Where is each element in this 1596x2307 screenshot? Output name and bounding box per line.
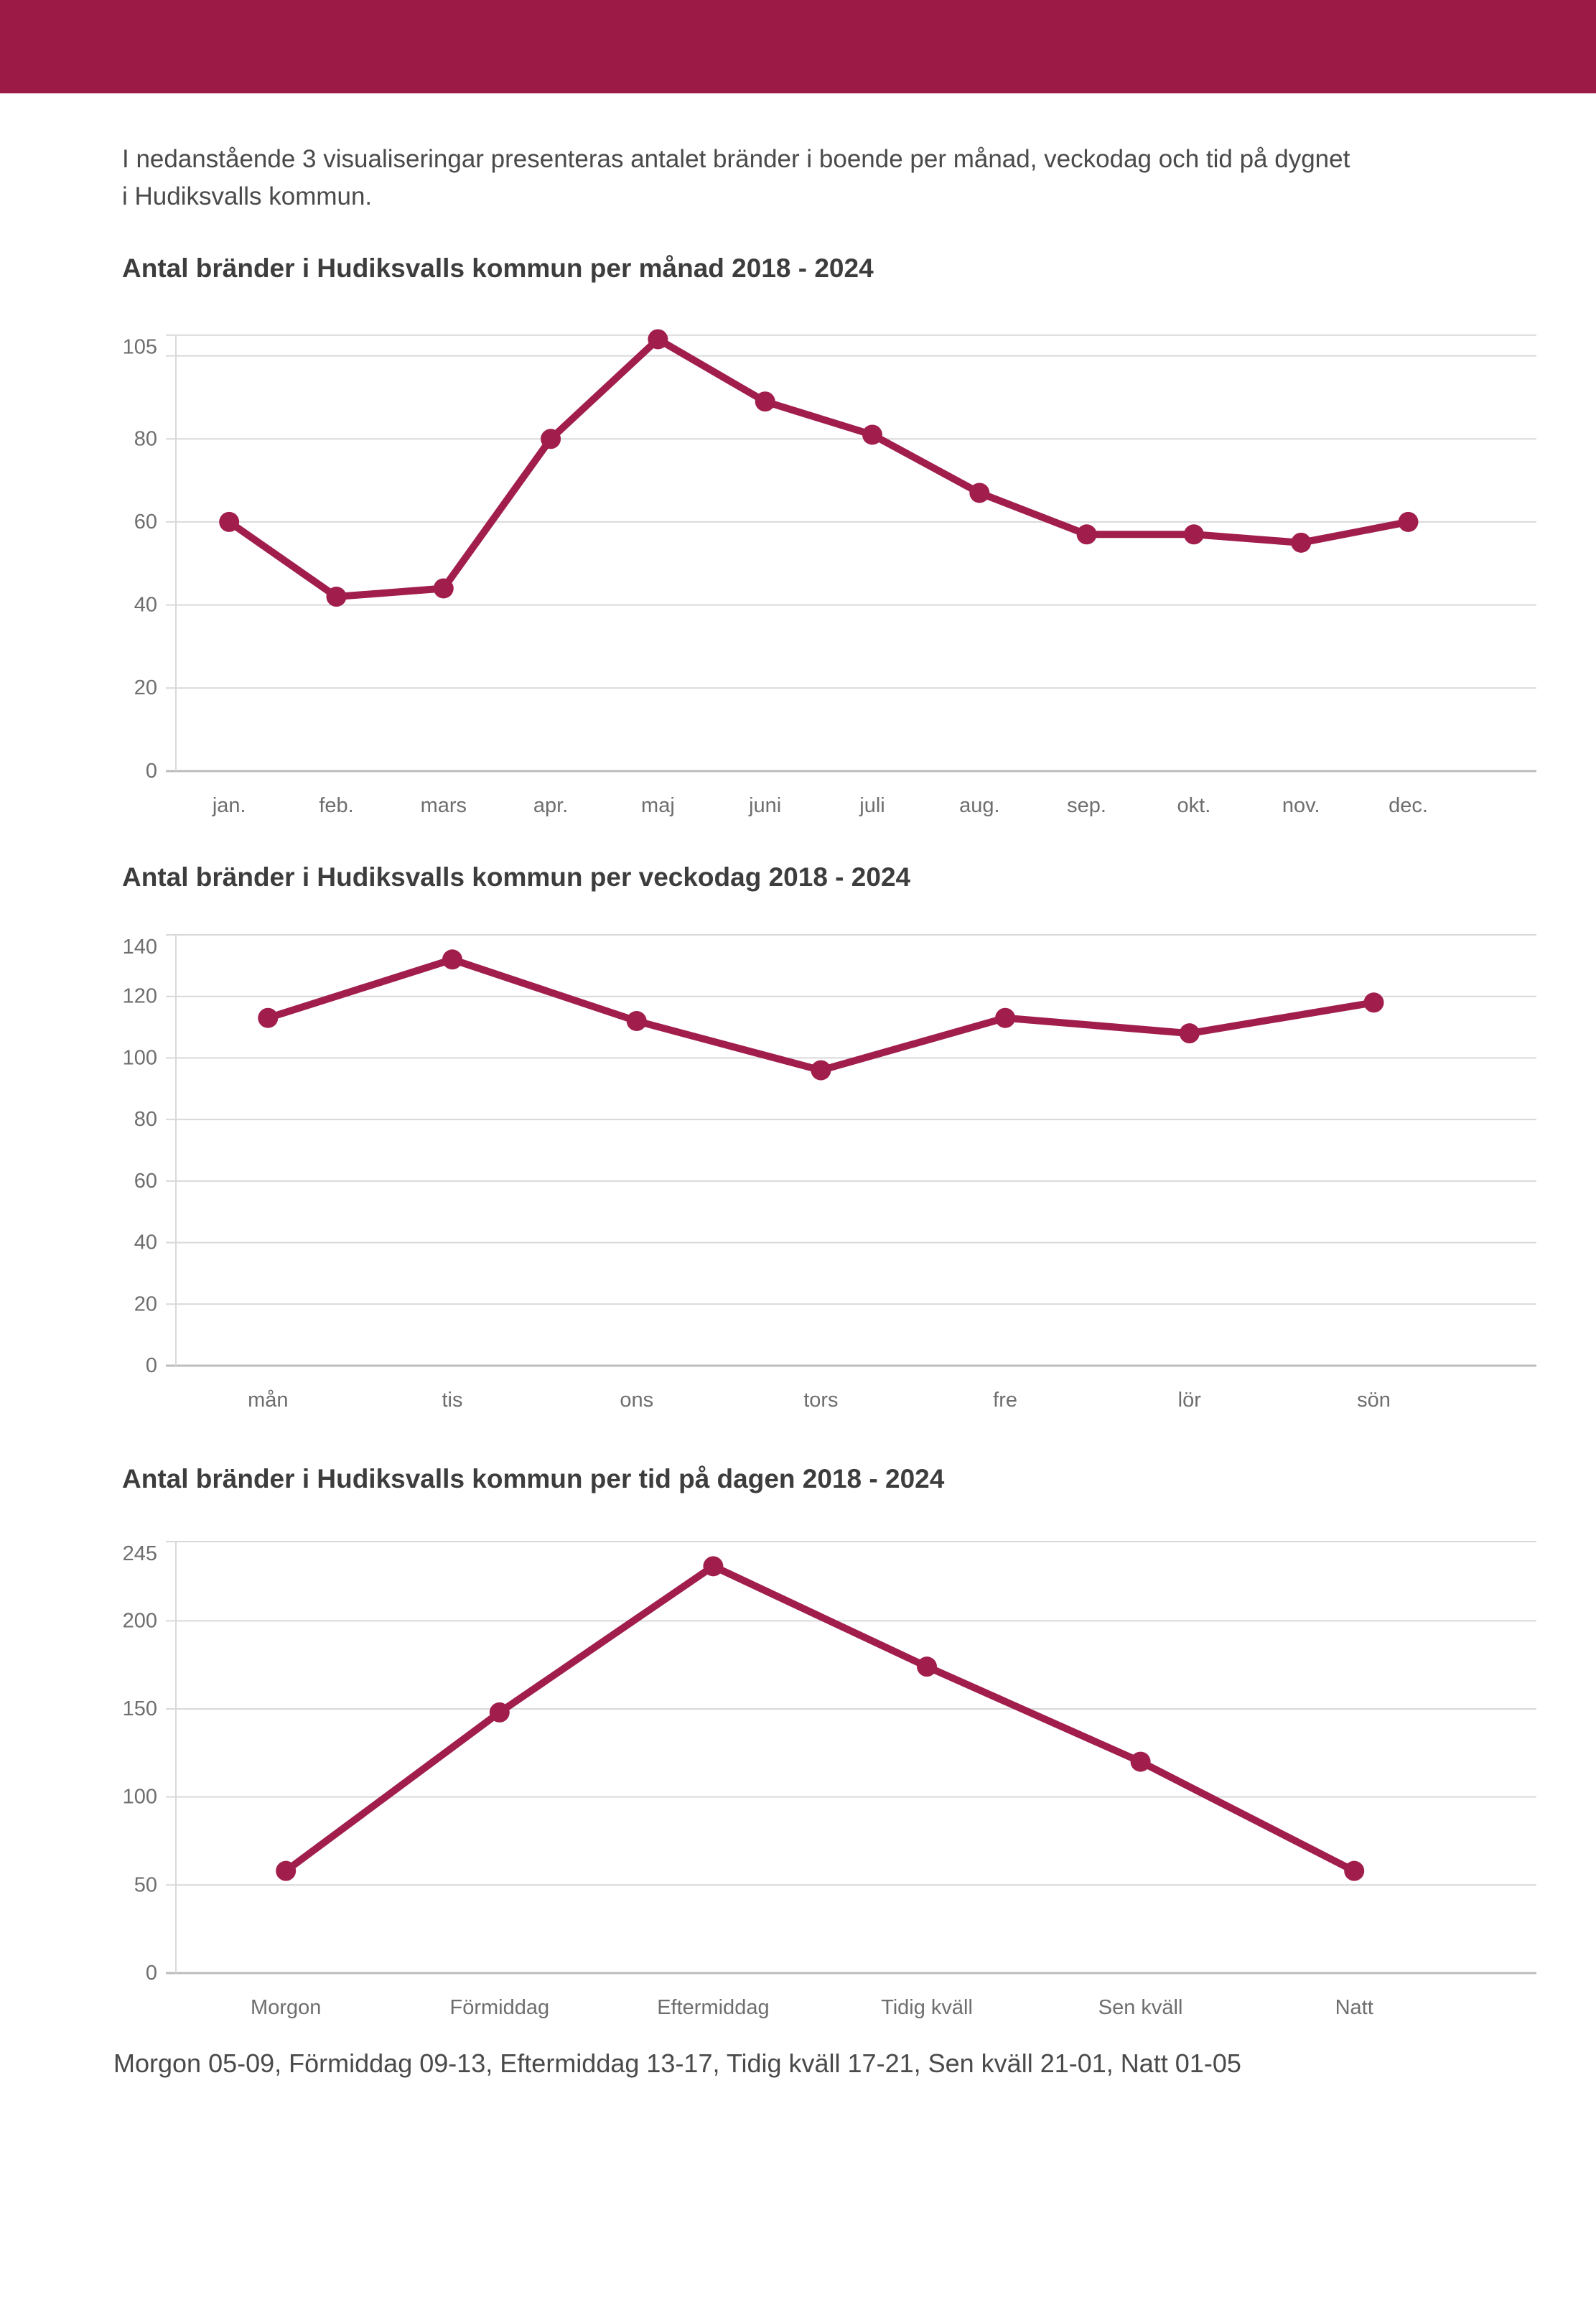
data-point — [1291, 532, 1312, 553]
x-tick-label: aug. — [959, 794, 999, 817]
x-tick-label: fre — [993, 1389, 1017, 1412]
data-point — [442, 949, 462, 970]
data-point — [626, 1011, 647, 1031]
chart-fires-per-time-of-day: 0 50 100 150 200 245 Morgon Förmiddag Eftermidda… — [108, 1522, 1551, 2032]
x-tick-label: Sen kväll — [1098, 1996, 1183, 2019]
x-tick-label: Tidig kväll — [881, 1996, 973, 2019]
x-tick-label: Eftermiddag — [657, 1996, 769, 2019]
y-tick-label: 40 — [134, 1231, 157, 1254]
data-point — [1179, 1023, 1200, 1044]
x-axis-labels: mån tis ons tors fre lör sön — [248, 1389, 1391, 1412]
chart-fires-per-month: 0 20 40 60 80 105 jan. feb. mars apr. maj juni juli a… — [108, 316, 1551, 826]
data-point — [969, 483, 990, 503]
x-tick-label: apr. — [533, 794, 568, 817]
data-point — [811, 1060, 831, 1081]
y-axis-labels: 0 50 100 150 200 245 — [123, 1542, 157, 1985]
chart-title-per-month: Antal bränder i Hudiksvalls kommun per m… — [122, 253, 874, 283]
x-tick-label: nov. — [1282, 794, 1320, 817]
intro-line-1: I nedanstående 3 visualiseringar present… — [122, 145, 1350, 173]
x-tick-label: okt. — [1177, 794, 1211, 817]
y-axis-labels: 0 20 40 60 80 100 120 140 — [123, 936, 157, 1377]
data-line — [264, 956, 1378, 1074]
data-point — [541, 429, 561, 449]
data-point — [433, 578, 454, 599]
x-tick-label: Förmiddag — [449, 1996, 549, 2019]
gridlines — [166, 1541, 1536, 1975]
x-tick-label: lör — [1178, 1389, 1202, 1412]
y-tick-label: 60 — [134, 511, 157, 533]
chart-title-per-time-of-day: Antal bränder i Hudiksvalls kommun per t… — [122, 1464, 945, 1493]
y-tick-label: 140 — [123, 936, 157, 959]
chart-title-per-weekday: Antal bränder i Hudiksvalls kommun per v… — [122, 862, 911, 892]
x-tick-label: jan. — [212, 794, 246, 817]
data-point — [219, 511, 240, 532]
y-tick-label: 0 — [146, 760, 157, 783]
intro-line-2: i Hudiksvalls kommun. — [122, 182, 373, 210]
data-point — [995, 1007, 1016, 1028]
data-point — [1344, 1860, 1365, 1881]
data-point — [1398, 511, 1419, 532]
data-point — [917, 1656, 937, 1677]
data-point — [862, 424, 882, 445]
x-axis-labels: jan. feb. mars apr. maj juni juli aug. sep. okt. n… — [212, 794, 1428, 817]
top-banner — [0, 0, 1596, 93]
data-point — [276, 1860, 297, 1881]
x-tick-label: mars — [421, 794, 467, 817]
x-tick-label: tors — [803, 1389, 838, 1412]
data-point — [755, 391, 775, 412]
y-tick-label: 200 — [123, 1609, 157, 1632]
x-tick-label: maj — [641, 794, 675, 817]
data-line — [282, 1562, 1358, 1875]
data-point — [1363, 992, 1384, 1013]
chart-fires-per-weekday: 0 20 40 60 80 100 120 140 mån tis ons tors fre lör sön — [108, 919, 1551, 1422]
y-tick-label: 80 — [134, 427, 157, 450]
y-tick-label: 60 — [134, 1170, 157, 1193]
data-point — [1076, 524, 1097, 545]
y-tick-label: 105 — [123, 336, 157, 359]
y-tick-label: 80 — [134, 1108, 157, 1131]
x-tick-label: tis — [442, 1389, 463, 1412]
y-tick-label: 100 — [123, 1046, 157, 1069]
x-tick-label: sep. — [1067, 794, 1106, 817]
y-tick-label: 20 — [134, 1292, 157, 1315]
data-point — [648, 329, 668, 350]
data-point — [489, 1702, 510, 1723]
gridlines — [166, 334, 1536, 773]
y-tick-label: 100 — [123, 1786, 157, 1809]
y-tick-label: 0 — [146, 1962, 157, 1985]
x-tick-label: dec. — [1389, 794, 1428, 817]
data-point — [258, 1007, 279, 1028]
gridlines — [166, 934, 1536, 1367]
x-tick-label: mån — [248, 1389, 288, 1412]
x-tick-label: Morgon — [251, 1996, 321, 2019]
y-tick-label: 50 — [134, 1873, 157, 1896]
x-tick-label: sön — [1357, 1389, 1391, 1412]
y-tick-label: 245 — [123, 1542, 157, 1565]
y-axis-labels: 0 20 40 60 80 105 — [123, 336, 157, 783]
x-tick-label: feb. — [319, 794, 353, 817]
y-tick-label: 0 — [146, 1354, 157, 1377]
y-tick-label: 150 — [123, 1697, 157, 1720]
footer-note: Morgon 05-09, Förmiddag 09-13, Eftermidd… — [113, 2049, 1241, 2078]
data-point — [326, 587, 347, 607]
x-tick-label: Natt — [1335, 1996, 1373, 2019]
data-point — [1183, 524, 1204, 545]
x-tick-label: juli — [859, 794, 885, 817]
x-tick-label: juni — [748, 794, 781, 817]
y-tick-label: 40 — [134, 594, 157, 617]
x-axis-labels: Morgon Förmiddag Eftermiddag Tidig kväll Sen… — [251, 1996, 1373, 2019]
data-line — [225, 335, 1412, 601]
x-tick-label: ons — [620, 1389, 653, 1412]
data-point — [703, 1556, 724, 1577]
data-point — [1130, 1751, 1151, 1772]
intro-text: I nedanstående 3 visualiseringar present… — [122, 141, 1501, 215]
y-tick-label: 20 — [134, 676, 157, 699]
y-tick-label: 120 — [123, 985, 157, 1008]
